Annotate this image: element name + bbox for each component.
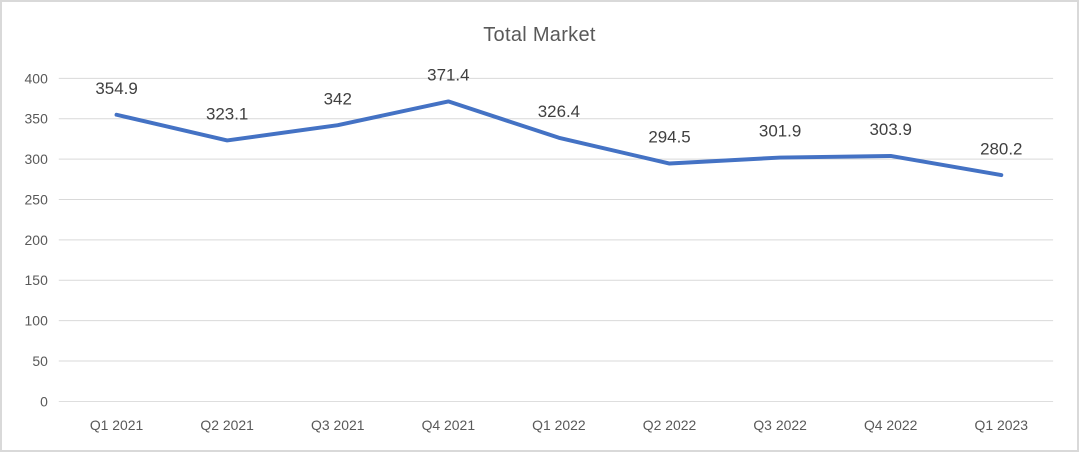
y-axis-tick-label: 400 (25, 70, 49, 86)
data-point-label: 342 (324, 89, 352, 108)
data-point-label: 303.9 (870, 120, 912, 139)
x-axis-tick-label: Q2 2022 (643, 417, 697, 433)
y-axis-tick-label: 250 (25, 191, 49, 207)
data-point-label: 354.9 (95, 79, 137, 98)
x-axis-tick-label: Q4 2022 (864, 417, 918, 433)
x-axis-tick-label: Q1 2021 (90, 417, 144, 433)
data-point-label: 371.4 (427, 66, 469, 85)
series-line (114, 99, 1004, 178)
x-axis-tick-label: Q3 2022 (753, 417, 807, 433)
x-axis-tick-label: Q1 2022 (532, 417, 586, 433)
data-point-label: 280.2 (980, 139, 1022, 158)
y-axis-tick-label: 150 (25, 272, 49, 288)
y-axis-tick-label: 50 (32, 353, 48, 369)
x-axis-tick-label: Q1 2023 (975, 417, 1029, 433)
data-point-label: 323.1 (206, 105, 248, 124)
x-axis-tick-label: Q2 2021 (200, 417, 254, 433)
y-axis-tick-label: 100 (25, 313, 49, 329)
data-point-label: 294.5 (648, 128, 690, 147)
x-axis-tick-label: Q4 2021 (422, 417, 476, 433)
y-axis-tick-label: 350 (25, 111, 49, 127)
y-axis-tick-label: 200 (25, 232, 49, 248)
x-axis-tick-label: Q3 2021 (311, 417, 365, 433)
data-point-label: 301.9 (759, 122, 801, 141)
y-axis-tick-label: 0 (40, 393, 48, 409)
y-axis-tick-label: 300 (25, 151, 49, 167)
data-point-label: 326.4 (538, 102, 580, 121)
